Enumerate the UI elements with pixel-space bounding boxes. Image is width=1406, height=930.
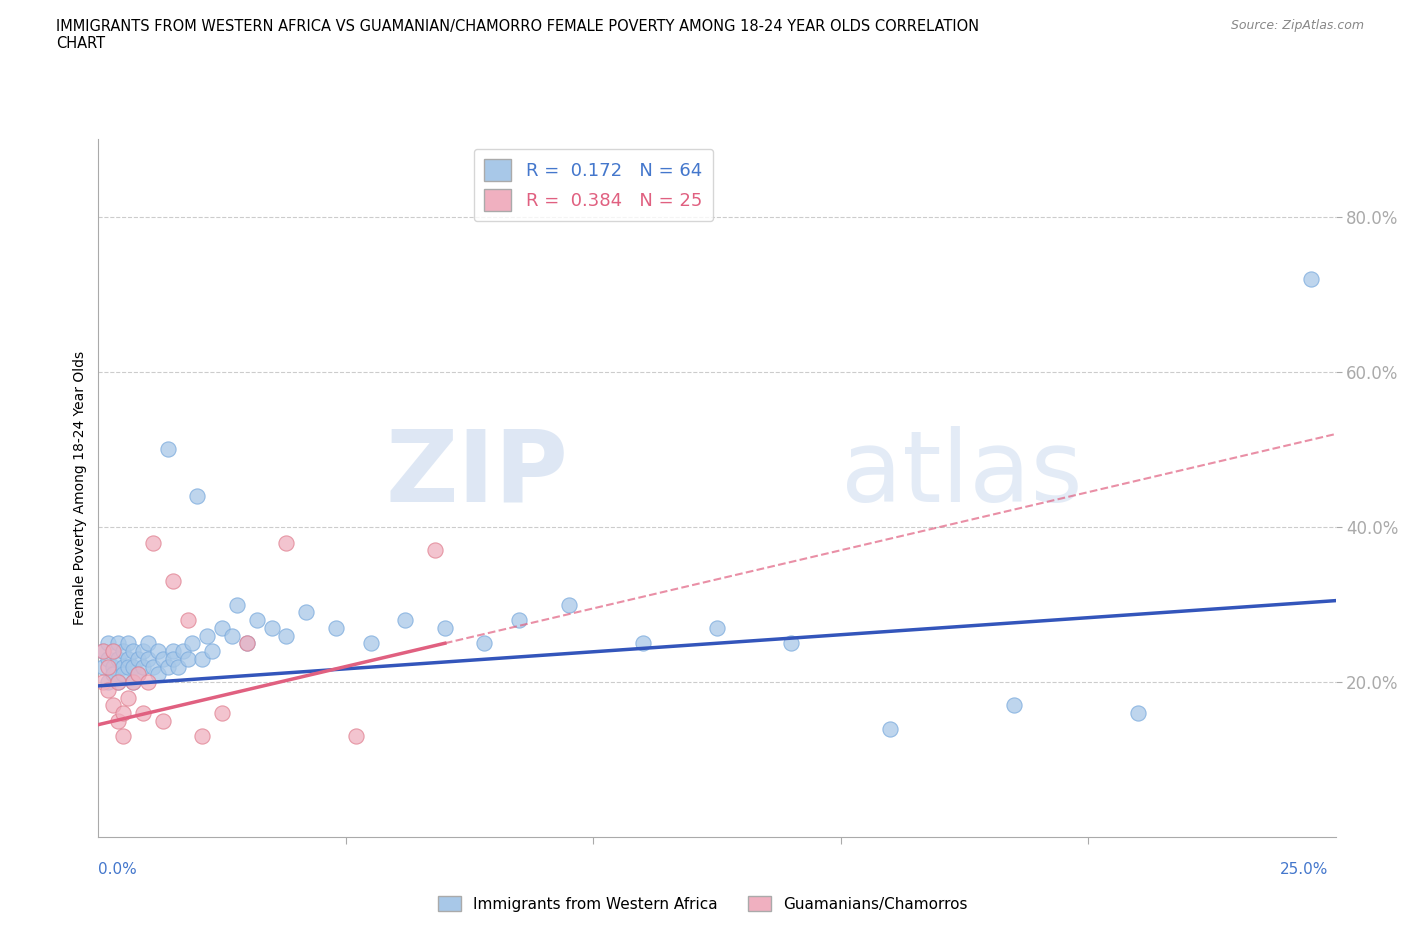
Point xyxy=(103,667,125,682)
Point xyxy=(122,644,145,658)
Point xyxy=(93,674,115,689)
Point xyxy=(1299,272,1322,286)
Point xyxy=(117,659,139,674)
Point xyxy=(146,644,169,658)
Point xyxy=(631,636,654,651)
Point xyxy=(103,644,125,658)
Point xyxy=(93,659,115,674)
Point xyxy=(107,713,129,728)
Text: atlas: atlas xyxy=(841,426,1083,523)
Point xyxy=(191,729,214,744)
Point xyxy=(117,690,139,705)
Point xyxy=(97,659,120,674)
Point xyxy=(93,644,115,658)
Point xyxy=(325,620,347,635)
Point xyxy=(107,674,129,689)
Point xyxy=(122,659,145,674)
Point xyxy=(162,651,184,666)
Legend: Immigrants from Western Africa, Guamanians/Chamorros: Immigrants from Western Africa, Guamania… xyxy=(432,889,974,918)
Point xyxy=(181,636,204,651)
Point xyxy=(103,698,125,712)
Point xyxy=(191,651,214,666)
Point xyxy=(186,488,208,503)
Text: 25.0%: 25.0% xyxy=(1281,862,1329,877)
Point xyxy=(136,636,159,651)
Point xyxy=(201,644,224,658)
Point xyxy=(112,729,135,744)
Point xyxy=(112,659,135,674)
Point xyxy=(156,442,179,457)
Point xyxy=(879,721,901,736)
Point xyxy=(107,674,129,689)
Point xyxy=(176,613,198,628)
Point xyxy=(107,651,129,666)
Point xyxy=(117,651,139,666)
Point xyxy=(557,597,579,612)
Point xyxy=(93,644,115,658)
Text: Source: ZipAtlas.com: Source: ZipAtlas.com xyxy=(1230,19,1364,32)
Point xyxy=(211,620,233,635)
Point xyxy=(236,636,259,651)
Point xyxy=(236,636,259,651)
Point xyxy=(156,659,179,674)
Point xyxy=(97,651,120,666)
Point xyxy=(152,651,174,666)
Point xyxy=(127,667,149,682)
Point xyxy=(117,636,139,651)
Point xyxy=(260,620,283,635)
Point xyxy=(112,706,135,721)
Point xyxy=(122,674,145,689)
Point xyxy=(112,644,135,658)
Point xyxy=(295,604,318,619)
Point xyxy=(508,613,530,628)
Point xyxy=(107,636,129,651)
Point xyxy=(152,713,174,728)
Point xyxy=(103,659,125,674)
Point xyxy=(276,628,298,643)
Point xyxy=(112,667,135,682)
Point xyxy=(360,636,382,651)
Point xyxy=(127,651,149,666)
Point xyxy=(226,597,249,612)
Point xyxy=(176,651,198,666)
Point xyxy=(132,706,155,721)
Point xyxy=(142,659,165,674)
Point xyxy=(136,651,159,666)
Point xyxy=(172,644,194,658)
Text: ZIP: ZIP xyxy=(385,426,568,523)
Point xyxy=(1126,706,1149,721)
Point xyxy=(97,683,120,698)
Point xyxy=(136,674,159,689)
Point xyxy=(706,620,728,635)
Point xyxy=(394,613,416,628)
Point xyxy=(423,543,446,558)
Point xyxy=(433,620,456,635)
Point xyxy=(122,674,145,689)
Point xyxy=(103,644,125,658)
Point xyxy=(276,535,298,550)
Point xyxy=(146,667,169,682)
Point xyxy=(195,628,218,643)
Point xyxy=(211,706,233,721)
Point xyxy=(246,613,269,628)
Point xyxy=(344,729,367,744)
Point xyxy=(1002,698,1025,712)
Point xyxy=(142,535,165,550)
Y-axis label: Female Poverty Among 18-24 Year Olds: Female Poverty Among 18-24 Year Olds xyxy=(73,352,87,625)
Point xyxy=(162,574,184,589)
Point xyxy=(166,659,188,674)
Point xyxy=(97,674,120,689)
Legend: R =  0.172   N = 64, R =  0.384   N = 25: R = 0.172 N = 64, R = 0.384 N = 25 xyxy=(474,149,713,221)
Point xyxy=(780,636,803,651)
Text: 0.0%: 0.0% xyxy=(98,862,138,877)
Point xyxy=(474,636,496,651)
Point xyxy=(132,659,155,674)
Point xyxy=(221,628,243,643)
Point xyxy=(127,667,149,682)
Text: IMMIGRANTS FROM WESTERN AFRICA VS GUAMANIAN/CHAMORRO FEMALE POVERTY AMONG 18-24 : IMMIGRANTS FROM WESTERN AFRICA VS GUAMAN… xyxy=(56,19,980,51)
Point xyxy=(162,644,184,658)
Point xyxy=(97,636,120,651)
Point xyxy=(132,644,155,658)
